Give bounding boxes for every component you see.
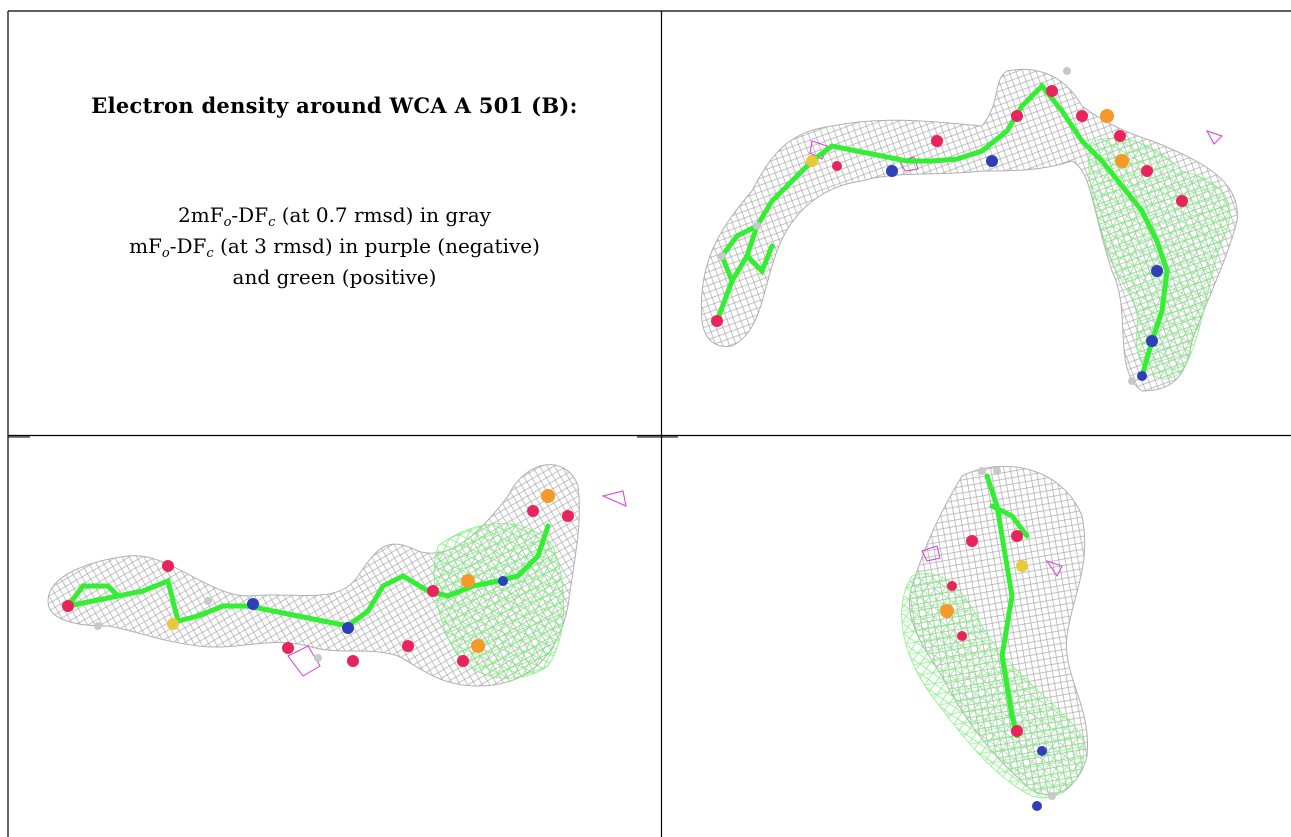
- density-view-bottom-right: [662, 436, 1291, 837]
- molecule-image-2: [47, 464, 627, 687]
- legend-line-positive: and green (positive): [232, 265, 437, 289]
- density-view-top-right: [662, 11, 1291, 435]
- legend-line-fofc: mFo-DFc (at 3 rmsd) in purple (negative): [129, 234, 540, 261]
- density-view-bottom-left: [8, 436, 661, 837]
- map-legend: 2mFo-DFc (at 0.7 rmsd) in gray mFo-DFc (…: [8, 200, 661, 293]
- legend-line-2fofc: 2mFo-DFc (at 0.7 rmsd) in gray: [178, 203, 491, 230]
- figure-title: Electron density around WCA A 501 (B):: [91, 93, 578, 118]
- molecule-image-1: [700, 67, 1238, 392]
- description-cell: Electron density around WCA A 501 (B): 2…: [8, 11, 661, 435]
- molecule-image-3: [901, 465, 1089, 811]
